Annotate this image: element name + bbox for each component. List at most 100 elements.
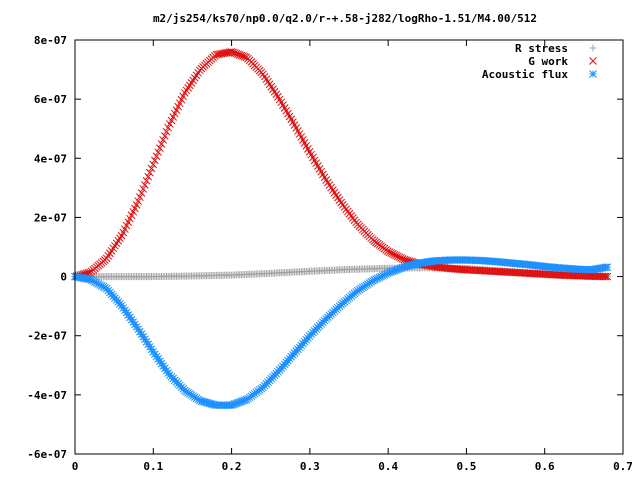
x-tick-label: 0.4 [378, 460, 398, 473]
x-tick-label: 0.1 [143, 460, 163, 473]
legend-marker-acoustic-flux [589, 70, 597, 78]
data-point-acoustic-flux [142, 337, 151, 346]
data-point-acoustic-flux [96, 280, 104, 289]
data-point-g-work [159, 136, 168, 144]
x-tick-label: 0.6 [535, 460, 555, 473]
data-point-acoustic-flux [393, 265, 402, 274]
data-point-acoustic-flux [373, 274, 382, 283]
y-tick-label: -2e-07 [27, 330, 67, 343]
data-point-acoustic-flux [237, 397, 246, 406]
data-point-acoustic-flux [397, 264, 405, 272]
data-point-acoustic-flux [234, 398, 242, 407]
data-point-g-work [162, 127, 171, 136]
data-point-acoustic-flux [137, 330, 146, 339]
y-tick-label: 0 [60, 271, 67, 284]
data-point-acoustic-flux [383, 269, 392, 278]
data-point-g-work [154, 148, 163, 157]
data-point-g-work [144, 172, 153, 181]
data-point-acoustic-flux [398, 263, 407, 272]
data-point-acoustic-flux [144, 340, 153, 349]
data-point-g-work [137, 189, 146, 197]
data-point-acoustic-flux [147, 345, 156, 354]
data-point-acoustic-flux [230, 400, 239, 408]
data-point-acoustic-flux [141, 335, 149, 344]
y-tick-label: -4e-07 [27, 389, 67, 402]
data-point-acoustic-flux [89, 277, 98, 285]
data-point-g-work [136, 193, 144, 201]
x-tick-label: 0.7 [613, 460, 633, 473]
data-point-acoustic-flux [97, 281, 106, 290]
data-point-g-work [160, 131, 169, 140]
legend-label-g-work: G work [528, 55, 568, 68]
data-point-acoustic-flux [382, 270, 390, 278]
data-point-g-work [149, 160, 158, 169]
data-point-g-work [142, 176, 151, 185]
x-tick-label: 0.3 [300, 460, 320, 473]
x-tick-label: 0 [72, 460, 79, 473]
data-point-g-work [150, 156, 159, 165]
data-point-g-work [141, 181, 149, 189]
data-point-acoustic-flux [94, 279, 103, 288]
chart-title: m2/js254/ks70/np0.0/q2.0/r-+.58-j282/log… [153, 12, 537, 25]
data-point-g-work [134, 197, 143, 206]
y-tick-label: 6e-07 [34, 93, 67, 106]
legend-marker-g-work [589, 57, 597, 65]
data-point-acoustic-flux [240, 396, 249, 405]
data-point-acoustic-flux [395, 264, 404, 273]
y-tick-label: 2e-07 [34, 211, 67, 224]
series-layer [71, 48, 612, 410]
data-point-acoustic-flux [377, 272, 385, 281]
data-point-g-work [155, 144, 164, 152]
data-point-g-work [146, 168, 154, 177]
data-point-acoustic-flux [385, 268, 394, 277]
data-point-acoustic-flux [232, 399, 241, 408]
data-point-acoustic-flux [92, 279, 101, 287]
axes: 8e-07 6e-07 4e-07 2e-07 0 -2e-07 -4e-07 -6e-07 0… [27, 34, 633, 473]
legend-marker-r-stress [589, 44, 597, 52]
data-point-g-work [157, 140, 166, 148]
plot-frame [74, 39, 624, 455]
y-tick-label: 4e-07 [34, 152, 67, 165]
data-point-acoustic-flux [390, 266, 399, 275]
data-point-acoustic-flux [195, 396, 204, 405]
data-point-acoustic-flux [368, 277, 377, 285]
data-point-acoustic-flux [134, 325, 143, 334]
data-point-acoustic-flux [132, 322, 141, 331]
data-point-g-work [603, 272, 612, 281]
data-point-acoustic-flux [375, 273, 384, 282]
data-point-acoustic-flux [227, 401, 236, 410]
data-point-acoustic-flux [392, 266, 400, 274]
legend-label-r-stress: R stress [515, 42, 568, 55]
series-acoustic-flux [71, 256, 612, 410]
data-point-acoustic-flux [139, 332, 148, 341]
data-point-acoustic-flux [235, 398, 244, 406]
data-point-acoustic-flux [86, 275, 94, 284]
data-point-g-work [147, 164, 156, 173]
data-point-g-work [600, 272, 608, 281]
data-point-acoustic-flux [136, 327, 144, 336]
data-point-acoustic-flux [372, 275, 380, 284]
data-point-acoustic-flux [370, 276, 379, 284]
data-point-g-work [601, 272, 610, 281]
data-point-acoustic-flux [146, 342, 154, 351]
y-tick-label: 8e-07 [34, 34, 67, 47]
y-tick-label: -6e-07 [27, 448, 67, 461]
series-g-work [71, 48, 612, 281]
data-point-acoustic-flux [229, 400, 237, 409]
data-point-acoustic-flux [87, 276, 96, 284]
data-point-acoustic-flux [387, 268, 395, 276]
data-point-acoustic-flux [239, 397, 247, 405]
data-point-acoustic-flux [91, 278, 99, 286]
data-point-acoustic-flux [380, 271, 389, 279]
data-point-acoustic-flux [242, 395, 251, 404]
data-point-acoustic-flux [388, 267, 397, 276]
data-point-g-work [152, 152, 161, 161]
data-point-acoustic-flux [378, 271, 387, 280]
legend-label-acoustic-flux: Acoustic flux [482, 68, 568, 81]
data-point-acoustic-flux [99, 282, 108, 291]
data-point-g-work [139, 185, 148, 193]
data-point-g-work [164, 123, 173, 132]
